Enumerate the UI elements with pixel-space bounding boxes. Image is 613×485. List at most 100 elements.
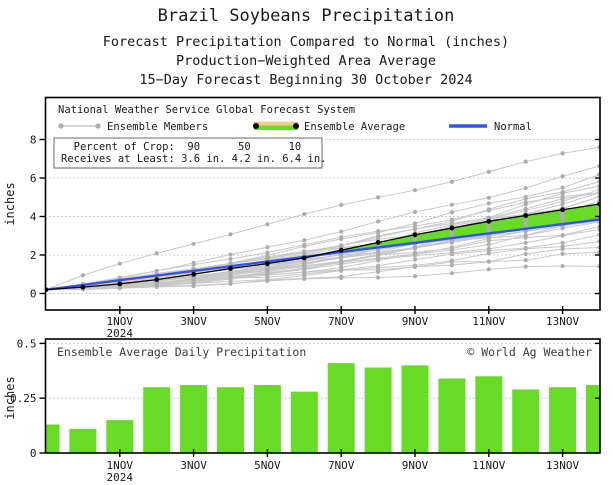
ensemble-member-trace bbox=[45, 146, 600, 291]
ensemble-average-dot bbox=[117, 281, 123, 287]
ensemble-member-dot bbox=[228, 281, 233, 286]
ensemble-member-dot bbox=[376, 195, 381, 200]
ensemble-member-dot bbox=[339, 275, 344, 280]
ensemble-member-dot bbox=[376, 257, 381, 262]
ensemble-member-dot bbox=[412, 209, 418, 215]
ensemble-member-dot bbox=[449, 238, 454, 243]
ensemble-member-dot bbox=[523, 246, 528, 251]
ensemble-member-dot bbox=[265, 250, 270, 255]
daily-precip-bar bbox=[69, 428, 97, 453]
ensemble-member-dot bbox=[449, 202, 454, 207]
legend-average-label: Ensemble Average bbox=[304, 121, 405, 133]
ensemble-member-dot bbox=[265, 222, 270, 227]
ensemble-member-dot bbox=[560, 246, 565, 252]
ensemble-average-dot bbox=[449, 225, 455, 231]
daily-precip-bar bbox=[180, 385, 208, 453]
ensemble-member-dot bbox=[191, 262, 196, 267]
main-x-tick-label: 1NOV bbox=[107, 315, 134, 328]
ensemble-member-dot bbox=[154, 284, 159, 289]
daily-y-tick-label: 0.5 bbox=[17, 337, 37, 350]
ensemble-member-dot bbox=[486, 259, 491, 264]
copyright-credit: © World Ag Weather bbox=[467, 345, 592, 359]
ensemble-member-dot bbox=[486, 242, 491, 247]
ensemble-member-dot bbox=[302, 276, 307, 281]
ensemble-member-dot bbox=[228, 270, 233, 276]
legend-members-label: Ensemble Members bbox=[107, 121, 208, 133]
main-y-ticks: 0 2 4 6 8 bbox=[30, 134, 600, 301]
ensemble-average-line bbox=[45, 203, 600, 291]
daily-precip-bar bbox=[143, 387, 171, 453]
ensemble-member-dot bbox=[486, 251, 491, 256]
main-x-tick-year: 2024 bbox=[107, 327, 134, 340]
ensemble-member-dot bbox=[560, 263, 565, 269]
ensemble-member-dot bbox=[376, 267, 381, 272]
daily-bars bbox=[45, 363, 601, 453]
ensemble-member-dot bbox=[302, 211, 307, 217]
ensemble-member-dot bbox=[560, 174, 565, 179]
ensemble-member-dot bbox=[412, 250, 418, 255]
ensemble-member-dot bbox=[560, 215, 565, 220]
ensemble-average-dot bbox=[301, 255, 307, 261]
ensemble-member-dot bbox=[302, 238, 307, 243]
ensemble-average-swatch-icon bbox=[253, 121, 299, 130]
main-y-tick-label: 4 bbox=[30, 211, 37, 224]
ensemble-members-swatch-icon bbox=[58, 123, 101, 129]
ensemble-member-dot bbox=[560, 201, 565, 207]
ensemble-member-dot bbox=[265, 278, 270, 284]
ensemble-member-dot bbox=[449, 179, 454, 184]
ensemble-average-dot bbox=[80, 284, 86, 290]
ensemble-member-dot bbox=[486, 169, 491, 174]
ensemble-member-dot bbox=[80, 273, 85, 278]
legend-normal-label: Normal bbox=[494, 121, 532, 133]
ensemble-member-dot bbox=[523, 264, 528, 269]
ensemble-member-dot bbox=[412, 257, 418, 262]
ensemble-average-dot bbox=[154, 277, 160, 283]
daily-precip-bar bbox=[364, 367, 392, 453]
ensemble-average-dot bbox=[338, 247, 344, 253]
ensemble-member-dot bbox=[560, 191, 565, 196]
crop-percent-line: Percent of Crop: 90 50 10 bbox=[61, 141, 301, 153]
daily-y-axis-label: inches bbox=[3, 376, 17, 419]
daily-plot-border bbox=[44, 338, 601, 454]
ensemble-member-dot bbox=[560, 185, 565, 190]
main-y-tick-label: 8 bbox=[30, 134, 37, 147]
ensemble-member-dot bbox=[560, 240, 565, 245]
ensemble-member-dot bbox=[412, 274, 418, 279]
ensemble-member-dot bbox=[486, 267, 491, 272]
ensemble-member-dot bbox=[339, 229, 344, 234]
ensemble-member-dot bbox=[302, 263, 307, 268]
daily-precip-bar bbox=[253, 385, 281, 453]
ensemble-member-dot bbox=[486, 208, 491, 213]
ensemble-member-dot bbox=[486, 238, 491, 243]
daily-y-tick-label: 0 bbox=[30, 447, 37, 460]
ensemble-member-trace bbox=[45, 192, 600, 291]
ensemble-member-dot bbox=[449, 271, 454, 276]
ensemble-average-dot bbox=[523, 213, 529, 218]
ensemble-member-trace bbox=[45, 251, 600, 291]
daily-x-tick-label: 7NOV bbox=[328, 459, 355, 472]
ensemble-member-dot bbox=[523, 240, 528, 245]
ensemble-member-dot bbox=[523, 159, 528, 164]
ensemble-member-dot bbox=[302, 249, 307, 254]
ensemble-member-dot bbox=[412, 264, 418, 270]
daily-precip-bar bbox=[438, 378, 466, 453]
main-x-tick-label: 13NOV bbox=[546, 315, 579, 328]
ensemble-member-dot bbox=[486, 235, 491, 240]
ensemble-member-trace bbox=[45, 234, 600, 291]
ensemble-member-dot bbox=[228, 276, 233, 281]
daily-precip-bar bbox=[45, 424, 60, 453]
ensemble-member-dot bbox=[449, 262, 454, 268]
ensemble-member-dot bbox=[523, 251, 528, 257]
daily-x-tick-label: 5NOV bbox=[254, 459, 281, 472]
daily-precip-bar bbox=[401, 365, 429, 453]
daily-precip-bar bbox=[327, 363, 355, 453]
subtitle-area-average: Production−Weighted Area Average bbox=[176, 53, 436, 69]
main-x-tick-label: 7NOV bbox=[328, 315, 355, 328]
ensemble-member-dot bbox=[523, 196, 528, 201]
ensemble-member-dot bbox=[265, 255, 270, 261]
ensemble-average-dot bbox=[560, 207, 565, 213]
daily-x-tick-label: 13NOV bbox=[546, 459, 579, 472]
